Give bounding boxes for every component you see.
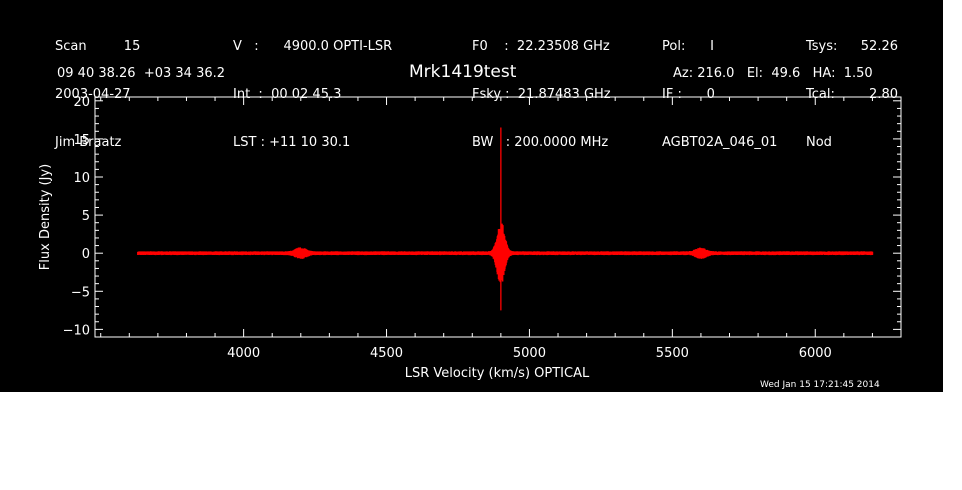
x-axis-title: LSR Velocity (km/s) OPTICAL bbox=[405, 366, 590, 381]
velocity-value: V : 4900.0 OPTI-LSR bbox=[233, 39, 393, 54]
sky-frequency: Fsky : 21.87483 GHz bbox=[472, 87, 611, 102]
plot-frame bbox=[94, 96, 902, 338]
y-tick-label: −5 bbox=[71, 285, 90, 300]
x-tick-label: 5500 bbox=[656, 346, 689, 361]
bandwidth: BW : 200.0000 MHz bbox=[472, 135, 609, 150]
if-number: IF : 0 bbox=[662, 87, 715, 102]
lst-value: LST : +11 10 30.1 bbox=[233, 135, 351, 150]
x-tick-label: 4500 bbox=[370, 346, 403, 361]
integration-time: Int : 00 02 45.3 bbox=[233, 87, 342, 102]
y-tick-label: 0 bbox=[82, 247, 90, 262]
y-tick-label: 5 bbox=[82, 209, 90, 224]
plot-timestamp: Wed Jan 15 17:21:45 2014 bbox=[760, 380, 880, 390]
header-polarization-info: Pol: I IF : 0 AGBT02A_046_01 bbox=[662, 7, 777, 183]
tcal-label: Tcal: bbox=[806, 87, 835, 102]
nod-label: Nod bbox=[806, 135, 832, 150]
polarization: Pol: I bbox=[662, 39, 714, 54]
header-velocity-info: V : 4900.0 OPTI-LSR Int : 00 02 45.3 LST… bbox=[233, 7, 392, 183]
source-title: Mrk1419test bbox=[409, 62, 517, 82]
y-tick-label: 15 bbox=[73, 133, 90, 148]
tsys-value: 52.26 bbox=[860, 39, 898, 54]
scan-date: 2003-04-27 bbox=[55, 87, 131, 102]
x-tick-label: 4000 bbox=[227, 346, 260, 361]
y-tick-label: −10 bbox=[63, 323, 90, 338]
x-tick-label: 5000 bbox=[513, 346, 546, 361]
observer-name: Jim Braatz bbox=[55, 135, 122, 150]
header-scan-info: Scan 15 2003-04-27 Jim Braatz bbox=[55, 7, 140, 183]
header-frequency-info: F0 : 22.23508 GHz Fsky : 21.87483 GHz BW… bbox=[472, 7, 611, 183]
project-id: AGBT02A_046_01 bbox=[662, 135, 778, 150]
azimuth-elevation: Az: 216.0 El: 49.6 HA: 1.50 bbox=[673, 66, 873, 81]
y-tick-label: 20 bbox=[73, 95, 90, 110]
y-tick-label: 10 bbox=[73, 171, 90, 186]
spectrum-chart: 4000 4500 5000 5500 6000 −10 −5 0 5 10 15 20 Flux D… bbox=[38, 95, 902, 381]
scan-number: Scan 15 bbox=[55, 39, 141, 54]
spectrum-line bbox=[137, 223, 874, 283]
tcal-value: 2.80 bbox=[869, 87, 898, 102]
header-system-values: 52.26 2.80 bbox=[840, 7, 898, 167]
header-system-labels: Tsys: Tcal: Nod bbox=[806, 7, 837, 183]
plot-area: 4000 4500 5000 5500 6000 −10 −5 0 5 10 15 20 bbox=[63, 95, 902, 361]
x-tick-label: 6000 bbox=[799, 346, 832, 361]
tsys-label: Tsys: bbox=[806, 39, 838, 54]
source-coordinates: 09 40 38.26 +03 34 36.2 bbox=[57, 66, 226, 81]
plot-panel: Scan 15 2003-04-27 Jim Braatz V : 4900.0… bbox=[0, 0, 943, 392]
y-axis-title: Flux Density (Jy) bbox=[38, 164, 53, 270]
rest-frequency: F0 : 22.23508 GHz bbox=[472, 39, 610, 54]
